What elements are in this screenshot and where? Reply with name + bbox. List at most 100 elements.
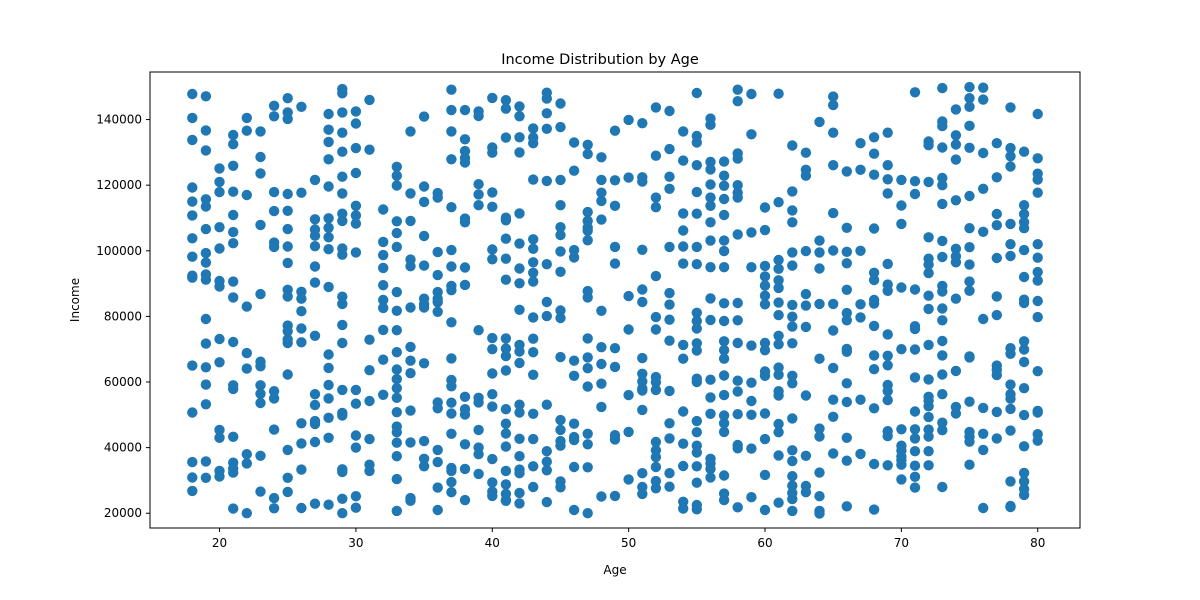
- data-point: [718, 245, 730, 257]
- data-point: [296, 323, 307, 334]
- data-point: [500, 479, 512, 490]
- data-point: [378, 354, 389, 365]
- data-point: [500, 233, 512, 244]
- data-point: [487, 244, 498, 255]
- data-point: [296, 464, 307, 475]
- data-point: [868, 320, 880, 332]
- data-point: [459, 157, 471, 168]
- data-point: [473, 179, 484, 190]
- data-point: [705, 314, 716, 326]
- data-point: [732, 229, 743, 240]
- data-point: [228, 129, 239, 141]
- data-point: [459, 391, 471, 402]
- data-point: [718, 370, 730, 381]
- data-point: [909, 446, 921, 457]
- data-point: [978, 428, 989, 439]
- data-point: [391, 180, 402, 191]
- data-point: [582, 333, 593, 344]
- data-point: [555, 440, 566, 451]
- data-point: [432, 269, 443, 281]
- data-point: [432, 444, 443, 456]
- data-point: [500, 333, 512, 344]
- data-point: [937, 120, 948, 132]
- y-tick-label: 120000: [96, 178, 142, 192]
- data-point: [391, 505, 402, 517]
- data-point: [773, 450, 784, 461]
- data-point: [800, 450, 812, 461]
- data-point: [978, 402, 989, 414]
- data-point: [732, 502, 743, 513]
- data-point: [446, 381, 457, 392]
- data-point: [514, 451, 525, 462]
- data-point: [309, 241, 321, 252]
- data-point: [528, 267, 539, 278]
- data-point: [691, 338, 702, 349]
- data-point: [378, 204, 389, 215]
- data-point: [787, 505, 798, 517]
- data-point: [487, 254, 498, 265]
- x-tick-label: 40: [485, 536, 500, 550]
- data-point: [691, 477, 702, 488]
- data-point: [528, 408, 539, 419]
- data-point: [637, 176, 648, 187]
- data-point: [514, 263, 525, 274]
- data-point: [882, 430, 893, 442]
- data-point: [1005, 161, 1016, 172]
- data-point: [1018, 441, 1030, 452]
- data-point: [609, 361, 621, 373]
- data-point: [691, 186, 702, 198]
- data-point: [937, 369, 948, 380]
- data-point: [337, 107, 348, 118]
- data-point: [1005, 142, 1016, 154]
- data-point: [214, 432, 225, 443]
- data-point: [541, 296, 552, 308]
- data-point: [1018, 200, 1030, 211]
- data-point: [391, 305, 402, 316]
- data-point: [323, 412, 334, 423]
- data-point: [1018, 356, 1030, 368]
- data-point: [637, 488, 648, 500]
- data-point: [828, 394, 839, 405]
- data-point: [241, 508, 252, 519]
- data-point: [896, 200, 907, 211]
- data-point: [378, 262, 389, 274]
- data-point: [705, 293, 716, 304]
- data-point: [282, 223, 293, 235]
- data-point: [446, 408, 457, 419]
- data-point: [541, 446, 552, 457]
- data-point: [187, 456, 198, 468]
- data-point: [678, 155, 689, 166]
- data-point: [350, 106, 362, 117]
- data-point: [1032, 108, 1043, 120]
- data-point: [541, 93, 552, 104]
- data-point: [787, 217, 798, 228]
- data-point: [337, 291, 348, 302]
- data-point: [405, 126, 416, 137]
- data-point: [500, 132, 512, 143]
- data-point: [337, 127, 348, 138]
- data-point: [773, 369, 784, 380]
- data-point: [255, 388, 266, 399]
- data-point: [241, 449, 252, 460]
- data-point: [323, 108, 334, 120]
- data-point: [609, 434, 621, 445]
- data-point: [364, 334, 375, 345]
- data-point: [555, 121, 566, 133]
- data-point: [978, 147, 989, 159]
- data-point: [664, 299, 675, 310]
- data-point: [841, 455, 852, 466]
- data-point: [937, 417, 948, 428]
- data-point: [1018, 208, 1030, 220]
- data-point: [1032, 174, 1043, 185]
- data-point: [473, 468, 484, 480]
- data-point: [828, 411, 839, 422]
- data-point: [268, 186, 280, 198]
- data-point: [200, 223, 212, 235]
- data-point: [773, 297, 784, 308]
- data-point: [337, 146, 348, 157]
- data-point: [514, 304, 525, 315]
- data-point: [909, 460, 921, 471]
- data-point: [882, 329, 893, 340]
- data-point: [418, 302, 430, 313]
- data-point: [691, 447, 702, 458]
